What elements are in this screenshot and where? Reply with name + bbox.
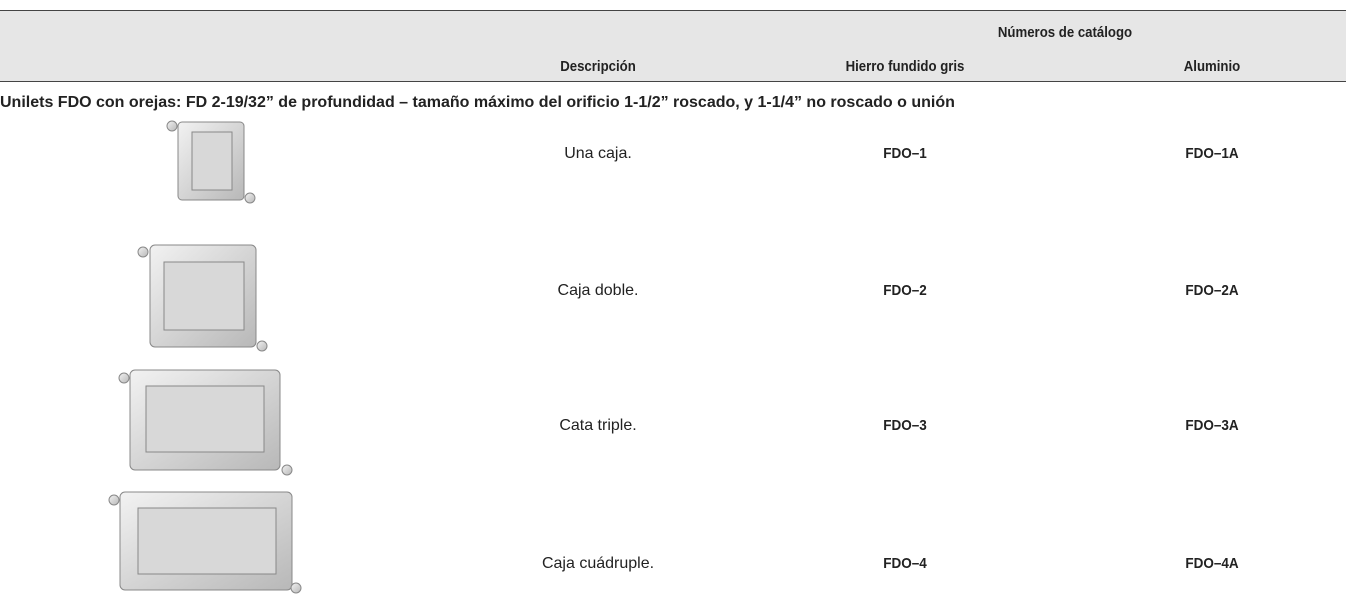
product-images — [108, 120, 302, 594]
description: Caja doble. — [557, 282, 639, 299]
catalog-number: FDO–2 — [883, 282, 927, 299]
description: Cata triple. — [559, 417, 637, 434]
column-header: Hierro fundido gris — [845, 58, 965, 75]
catalog-number: FDO–1A — [1185, 145, 1239, 162]
description: Una caja. — [564, 145, 632, 162]
catalog-number: FDO–4A — [1185, 555, 1239, 572]
column-header: Aluminio — [1183, 58, 1241, 75]
catalog-number: FDO–1 — [883, 145, 927, 162]
catalog-number: FDO–3 — [883, 417, 927, 434]
catalog-number: FDO–2A — [1185, 282, 1239, 299]
header-band — [0, 10, 1346, 82]
catalog-number: FDO–4 — [883, 555, 927, 572]
catalog-number: FDO–3A — [1185, 417, 1239, 434]
column-header: Descripción — [560, 58, 636, 75]
description: Caja cuádruple. — [541, 555, 655, 572]
group-header: Números de catálogo — [997, 24, 1133, 41]
section-title: Unilets FDO con orejas: FD 2-19/32” de p… — [0, 94, 955, 111]
